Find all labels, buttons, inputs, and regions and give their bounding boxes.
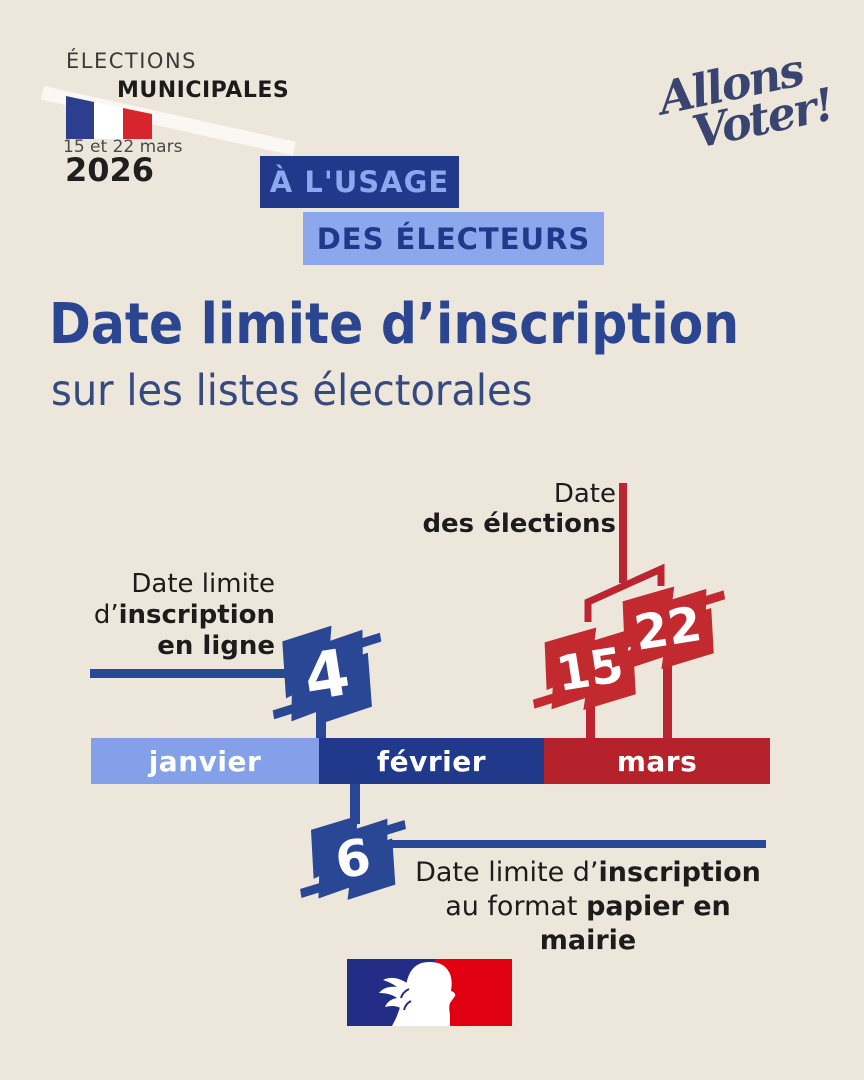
march15-connector-line	[586, 696, 595, 742]
badge-feb-6-number: 6	[331, 827, 375, 891]
election-label-line2: des élections	[422, 509, 616, 539]
badge-feb-6: 6	[299, 811, 407, 907]
badge-sliver-decoration	[532, 693, 554, 709]
municipales-kicker: MUNICIPALES	[117, 78, 290, 103]
badge-sliver-decoration	[704, 590, 726, 606]
paper-label-line2-prefix: au format	[445, 891, 587, 922]
badge-feb-4-number: 4	[299, 635, 355, 717]
paper-label-line2-bold: papier en mairie	[539, 891, 731, 956]
election-label-line1: Date	[553, 479, 616, 509]
election-dates-connector-line	[619, 483, 627, 583]
page-subtitle: sur les listes électorales	[51, 366, 533, 416]
timeline-month-bar: janvier février mars	[91, 738, 770, 784]
paper-deadline-label: Date limite d’inscription au format papi…	[393, 856, 783, 958]
badge-sliver-decoration	[360, 632, 382, 648]
paper-label-line1-prefix: Date limite d’	[415, 857, 599, 888]
election-dates-bracket	[584, 563, 665, 622]
feb6-connector-line	[350, 780, 360, 824]
badge-sliver-decoration	[299, 882, 321, 898]
badge-march-22: 22	[610, 581, 726, 676]
online-label-line2-prefix: d’	[93, 600, 119, 630]
badge-march-22-number: 22	[630, 596, 706, 662]
paper-label-line1-bold: inscription	[598, 857, 761, 888]
page-title: Date limite d’inscription	[49, 292, 740, 357]
month-segment-january: janvier	[91, 738, 319, 784]
feb4-connector-line	[316, 700, 326, 742]
badge-march-15-number: 15	[552, 637, 628, 703]
online-label-line2-bold: inscription	[118, 600, 275, 630]
badge-sliver-decoration	[385, 820, 407, 836]
online-label-line3: en ligne	[157, 631, 275, 661]
election-dates-label: Date des élections	[420, 479, 616, 539]
march22-connector-line	[663, 660, 672, 742]
election-year: 2026	[65, 151, 155, 189]
online-deadline-label: Date limite d’inscription en ligne	[40, 569, 275, 662]
french-government-marianne-logo	[347, 959, 512, 1026]
election-dates-note: 15 et 22 mars	[63, 137, 183, 157]
allons-voter-logo: Allons Voter!	[654, 43, 837, 159]
paper-deadline-connector-line	[386, 840, 766, 848]
online-deadline-connector-line	[90, 669, 302, 678]
badge-feb-4: 4	[272, 621, 382, 732]
usage-banner: À L'USAGE	[260, 156, 459, 208]
french-flag-icon	[66, 96, 152, 139]
month-segment-march: mars	[544, 738, 770, 784]
electeurs-banner: DES ÉLECTEURS	[303, 212, 604, 265]
elections-kicker: ÉLECTIONS	[66, 49, 197, 73]
month-segment-february: février	[319, 738, 544, 784]
badge-sliver-decoration	[272, 704, 294, 720]
online-label-line1: Date limite	[131, 569, 275, 599]
